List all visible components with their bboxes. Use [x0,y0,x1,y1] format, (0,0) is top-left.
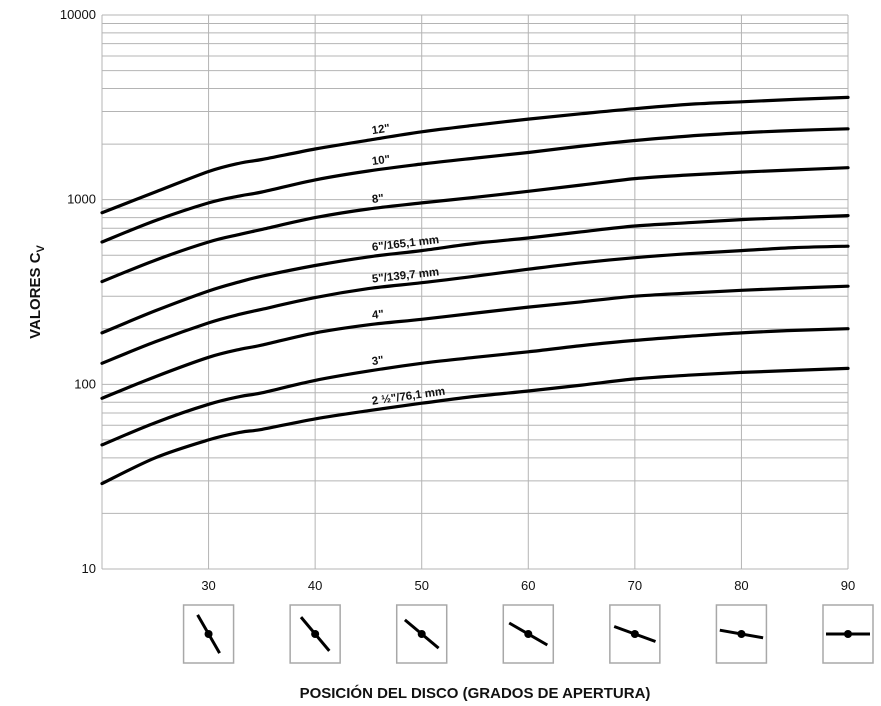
disc-pivot [311,630,320,638]
disc-pivot [417,630,426,638]
disc-icon-40 [289,604,341,664]
y-axis-title-main: VALORES C [27,252,44,339]
series-line-4 [100,244,850,365]
y-tick-label: 100 [74,376,96,391]
disc-icon-30 [182,604,235,664]
y-tick-label: 1000 [67,192,96,207]
series-label-6: 3" [371,354,384,368]
x-tick-label: 90 [841,578,855,593]
x-tick-label: 80 [734,578,748,593]
disc-icon-80 [715,604,768,664]
x-axis-title: POSICIÓN DEL DISCO (GRADOS DE APERTURA) [300,684,651,702]
series-line-1 [100,127,850,244]
y-axis-title-sub: V [35,244,47,252]
series-label-5: 4" [371,309,384,322]
disc-frame [715,604,768,664]
series-line-7 [100,366,850,486]
series-lines [100,95,850,486]
series-line-0 [100,95,850,215]
series-label-1: 10" [371,154,391,168]
disc-pivot [737,630,746,638]
disc-pivot [524,630,533,638]
disc-position-icons [182,604,874,664]
x-tick-label: 60 [521,578,535,593]
series-line-2 [100,166,850,284]
series-line-6 [100,327,850,447]
y-tick-labels: 10 100 1000 10000 [60,7,96,576]
y-tick-label: 10000 [60,7,96,22]
x-tick-label: 40 [308,578,322,593]
series-line-3 [100,214,850,335]
y-axis-title: VALORES CV [27,244,47,338]
x-tick-label: 50 [414,578,428,593]
disc-pivot [630,630,639,638]
x-tick-labels: 30 40 50 60 70 80 90 [201,578,855,593]
disc-icon-60 [502,604,555,664]
disc-icon-90 [822,604,874,664]
disc-icon-70 [609,604,661,664]
series-line-5 [100,284,850,400]
series-label-2: 8" [371,193,384,206]
disc-pivot [844,630,852,638]
disc-icon-50 [395,604,448,664]
grid [101,14,849,570]
x-tick-label: 70 [628,578,642,593]
y-tick-label: 10 [82,561,96,576]
disc-pivot [204,630,213,638]
x-tick-label: 30 [201,578,215,593]
series-label-0: 12" [371,122,391,137]
